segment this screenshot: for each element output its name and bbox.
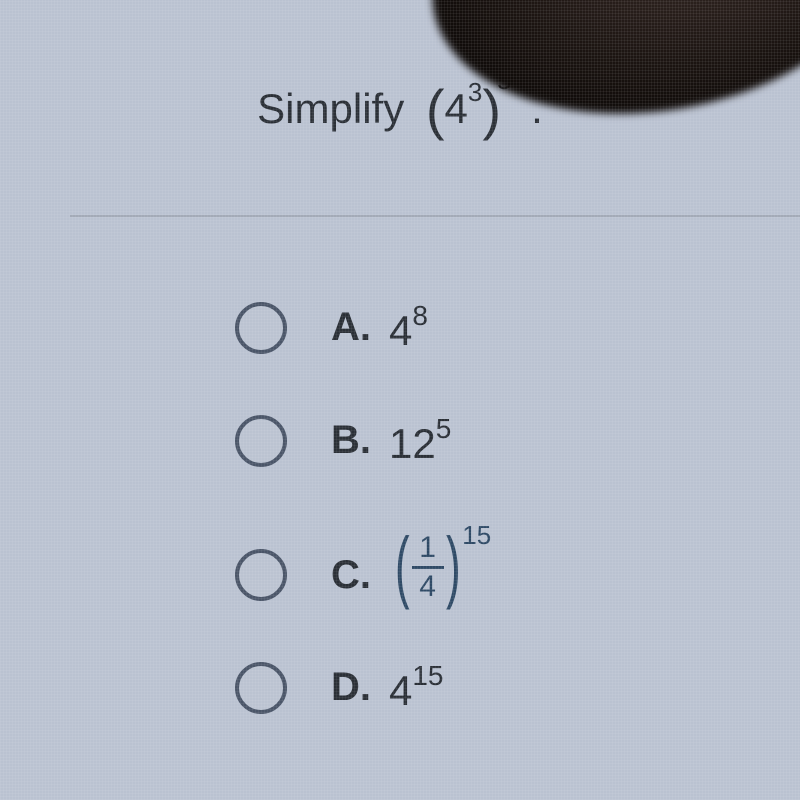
- option-b-exp: 5: [436, 413, 452, 444]
- option-list: A. 48 B. 125 C. ( 1 4 ) 15 D. 415: [235, 300, 491, 773]
- option-a-base: 4: [389, 307, 412, 354]
- question-inner-base: 4: [445, 85, 468, 132]
- option-d-letter: D.: [331, 665, 371, 710]
- question-prefix: Simplify: [257, 85, 404, 132]
- radio-a[interactable]: [235, 302, 287, 354]
- option-c-close-paren: ): [446, 526, 461, 606]
- option-b[interactable]: B. 125: [235, 413, 491, 468]
- option-c-denominator: 4: [419, 569, 436, 603]
- option-c-open-paren: (: [395, 526, 410, 606]
- option-d[interactable]: D. 415: [235, 660, 491, 715]
- option-a-answer: 48: [389, 300, 428, 355]
- option-d-exp: 15: [412, 660, 443, 691]
- option-c-exp: 15: [462, 520, 491, 551]
- option-b-letter: B.: [331, 418, 371, 463]
- radio-d[interactable]: [235, 662, 287, 714]
- option-c-letter: C.: [331, 553, 371, 598]
- option-b-answer: 125: [389, 413, 451, 468]
- option-c-answer: ( 1 4 ) 15: [389, 526, 491, 606]
- option-c-fraction: 1 4: [412, 532, 444, 602]
- open-paren: (: [426, 78, 445, 141]
- option-d-base: 4: [389, 667, 412, 714]
- radio-c[interactable]: [235, 549, 287, 601]
- radio-b[interactable]: [235, 415, 287, 467]
- option-a-exp: 8: [412, 300, 428, 331]
- option-d-answer: 415: [389, 660, 444, 715]
- question-inner-exp: 3: [468, 77, 482, 107]
- option-b-base: 12: [389, 420, 436, 467]
- option-c-numerator: 1: [419, 532, 436, 566]
- option-c[interactable]: C. ( 1 4 ) 15: [235, 526, 491, 606]
- option-a[interactable]: A. 48: [235, 300, 491, 355]
- option-a-letter: A.: [331, 305, 371, 350]
- divider-line: [70, 215, 800, 217]
